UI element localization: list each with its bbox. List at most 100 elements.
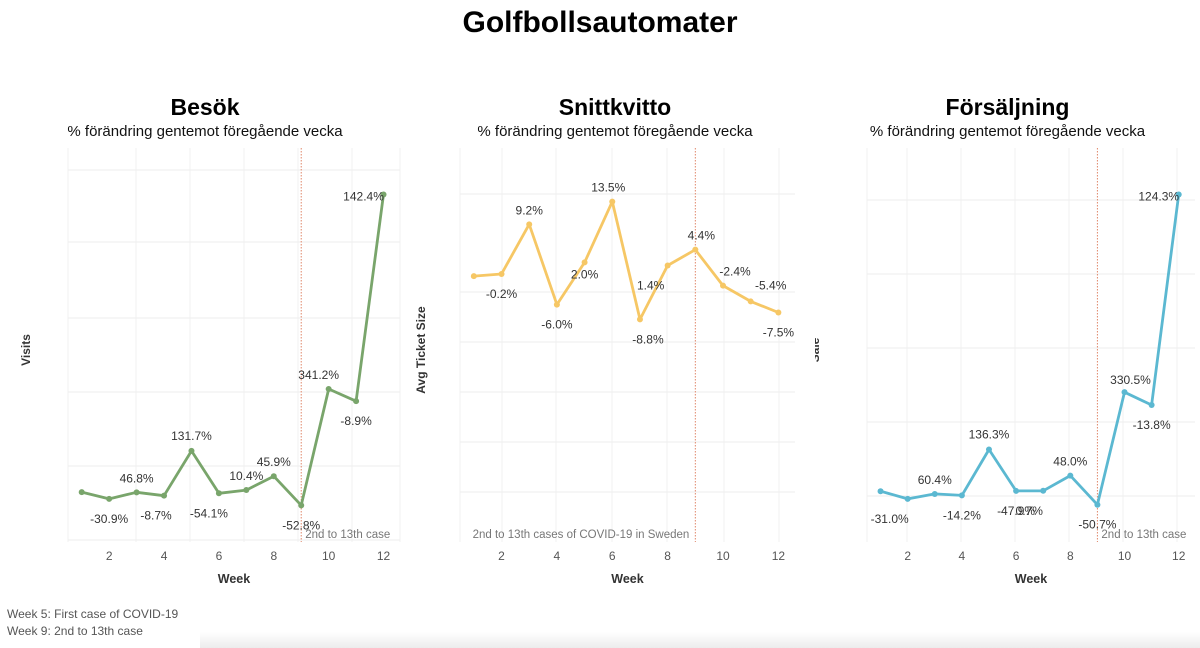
data-point xyxy=(747,298,754,305)
footnotes: Week 5: First case of COVID-19 Week 9: 2… xyxy=(7,606,178,640)
data-point xyxy=(353,398,360,405)
series-line xyxy=(880,194,1181,507)
chart-panel-snittkvitto: Snittkvitto % förändring gentemot föregå… xyxy=(410,92,820,592)
x-tick-label: 4 xyxy=(161,549,168,563)
data-label: -6.0% xyxy=(541,318,573,332)
data-label: 13.5% xyxy=(591,181,625,195)
data-label: -31.0% xyxy=(871,512,909,526)
data-point xyxy=(1121,389,1128,396)
line-chart-besok: 2nd to 13th case -30.9% 46.8% -8.7% 131.7% -5… xyxy=(19,148,401,586)
data-label: 0.7% xyxy=(1016,504,1044,518)
x-tick-label: 10 xyxy=(322,549,336,563)
data-label: -0.2% xyxy=(486,287,518,301)
chart-subtitle: % förändring gentemot föregående vecka xyxy=(869,123,1146,140)
x-tick-label: 8 xyxy=(664,549,671,563)
data-label: 10.4% xyxy=(229,469,263,483)
reference-label: 2nd to 13th cases of COVID-19 in Sweden xyxy=(473,529,690,541)
x-tick-label: 12 xyxy=(772,549,786,563)
data-label: -7.5% xyxy=(763,326,795,340)
data-label: 2.0% xyxy=(571,267,599,281)
data-label: -8.8% xyxy=(632,332,664,346)
x-tick-label: 10 xyxy=(716,549,730,563)
data-label: 1.4% xyxy=(637,279,665,293)
data-point xyxy=(720,282,727,289)
data-label: -30.9% xyxy=(90,512,128,526)
footnote-week-5: Week 5: First case of COVID-19 xyxy=(7,607,179,621)
data-label: -50.7% xyxy=(1078,518,1116,532)
data-point xyxy=(470,273,477,280)
data-point xyxy=(1094,501,1101,508)
series-line xyxy=(473,200,779,321)
data-point xyxy=(325,386,332,393)
data-point xyxy=(526,221,533,228)
chart-title: Försäljning xyxy=(945,94,1070,120)
data-label: -52.8% xyxy=(282,518,320,532)
data-point xyxy=(1013,487,1020,494)
data-label: 330.5% xyxy=(1110,373,1151,387)
data-point xyxy=(958,492,965,499)
data-point xyxy=(243,487,250,494)
y-axis-label: Visits xyxy=(19,334,33,366)
data-point xyxy=(775,309,782,316)
data-point xyxy=(161,492,168,499)
data-point xyxy=(1175,191,1182,198)
data-label: -14.2% xyxy=(943,508,981,522)
data-label: 4.4% xyxy=(688,229,716,243)
data-point xyxy=(904,495,911,502)
reference-label: 2nd to 13th case xyxy=(1101,529,1186,541)
line-chart-snittkvitto: 2nd to 13th cases of COVID-19 in Sweden -… xyxy=(414,148,795,586)
data-point xyxy=(636,316,643,323)
x-tick-label: 4 xyxy=(554,549,561,563)
data-label: -8.9% xyxy=(340,414,372,428)
data-point xyxy=(498,270,505,277)
data-point xyxy=(380,191,387,198)
data-label: 9.2% xyxy=(516,203,544,217)
x-tick-label: 6 xyxy=(609,549,616,563)
data-label: -47.9% xyxy=(997,504,1035,518)
y-axis-label: Sale xyxy=(815,337,822,362)
data-point xyxy=(1148,402,1155,409)
x-tick-label: 6 xyxy=(1013,549,1020,563)
chart-subtitle: % förändring gentemot föregående vecka xyxy=(477,123,753,140)
reference-label: 2nd to 13th case xyxy=(305,529,390,541)
chart-title: Snittkvitto xyxy=(558,94,672,120)
data-label: -54.1% xyxy=(190,506,228,520)
data-label: -8.7% xyxy=(140,509,172,523)
data-label: 45.9% xyxy=(257,455,291,469)
x-tick-label: 8 xyxy=(270,549,277,563)
x-tick-label: 8 xyxy=(1067,549,1074,563)
x-axis-label: Week xyxy=(1015,572,1047,586)
data-point xyxy=(215,490,222,497)
x-tick-label: 12 xyxy=(377,549,391,563)
line-chart-forsaljning: 2nd to 13th case -31.0% 60.4% -14.2% 136.3% -… xyxy=(815,148,1195,586)
data-label: 46.8% xyxy=(120,471,154,485)
data-point xyxy=(581,259,588,266)
data-point xyxy=(298,502,305,509)
data-point xyxy=(1067,472,1074,479)
dashboard-title: Golfbollsautomater xyxy=(462,6,738,39)
series-line xyxy=(81,194,385,507)
data-label: 48.0% xyxy=(1053,455,1087,469)
chart-title: Besök xyxy=(170,94,240,120)
chart-panel-besok: Besök % förändring gentemot föregående v… xyxy=(0,92,410,592)
data-point xyxy=(877,488,884,495)
data-point xyxy=(985,446,992,453)
data-point xyxy=(609,198,616,205)
data-label: 124.3% xyxy=(1138,189,1179,203)
data-point xyxy=(106,495,113,502)
data-label: 142.4% xyxy=(343,189,384,203)
footnote-week-9: Week 9: 2nd to 13th case xyxy=(7,624,143,638)
x-tick-label: 12 xyxy=(1172,549,1186,563)
bottom-fade xyxy=(200,632,1200,648)
x-axis-label: Week xyxy=(611,572,643,586)
data-label: 131.7% xyxy=(171,429,212,443)
data-point xyxy=(133,489,140,496)
data-point xyxy=(931,490,938,497)
data-point xyxy=(553,301,560,308)
data-point xyxy=(78,489,85,496)
data-label: 341.2% xyxy=(298,368,339,382)
y-axis-label: Avg Ticket Size xyxy=(414,306,428,394)
data-label: 136.3% xyxy=(969,428,1010,442)
data-label: 60.4% xyxy=(918,473,952,487)
x-tick-label: 2 xyxy=(106,549,113,563)
